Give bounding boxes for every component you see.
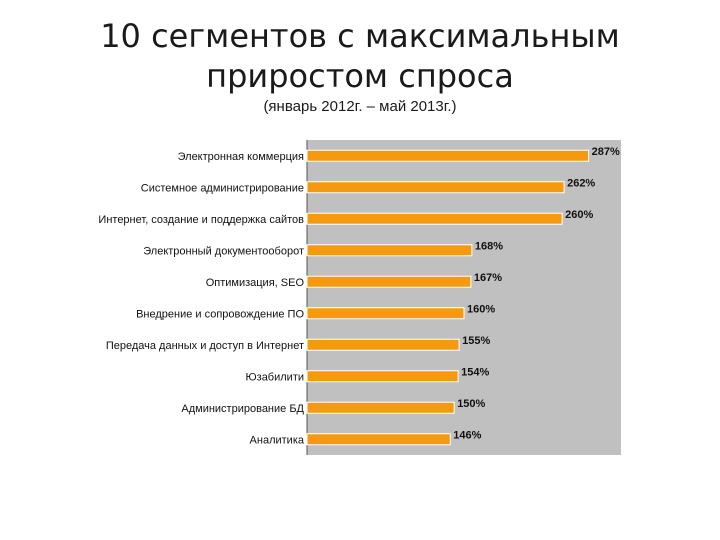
category-label: Интернет, создание и поддержка сайтов [98,214,304,226]
category-label: Администрирование БД [181,403,304,415]
bar [306,338,460,351]
bar [306,212,563,225]
data-label: 155% [462,335,490,347]
data-label: 260% [565,209,593,221]
data-label: 168% [475,240,503,252]
data-label: 146% [453,429,481,441]
data-label: 150% [457,398,485,410]
bar [306,275,472,288]
data-label: 160% [467,303,495,315]
data-label: 262% [567,177,595,189]
bar [306,149,590,162]
bar [306,370,459,383]
data-label: 287% [592,146,620,158]
category-label: Электронная коммерция [178,151,304,163]
category-label: Системное администрирование [141,182,304,194]
bar [306,244,473,257]
data-label: 154% [461,366,489,378]
bar [306,401,455,414]
category-label: Электронный документооборот [143,245,304,257]
data-label: 167% [474,272,502,284]
category-label: Аналитика [250,434,305,446]
bar [306,181,565,194]
category-label: Внедрение и сопровождение ПО [136,308,304,320]
category-label: Юзабилити [246,371,304,383]
category-label: Оптимизация, SEO [206,277,305,289]
bar [306,307,465,320]
chart-subtitle: (январь 2012г. – май 2013г.) [263,98,457,115]
bar [306,433,451,446]
chart-title: 10 сегментов с максимальным приростом сп… [100,17,620,95]
category-label: Передача данных и доступ в Интернет [106,340,304,352]
